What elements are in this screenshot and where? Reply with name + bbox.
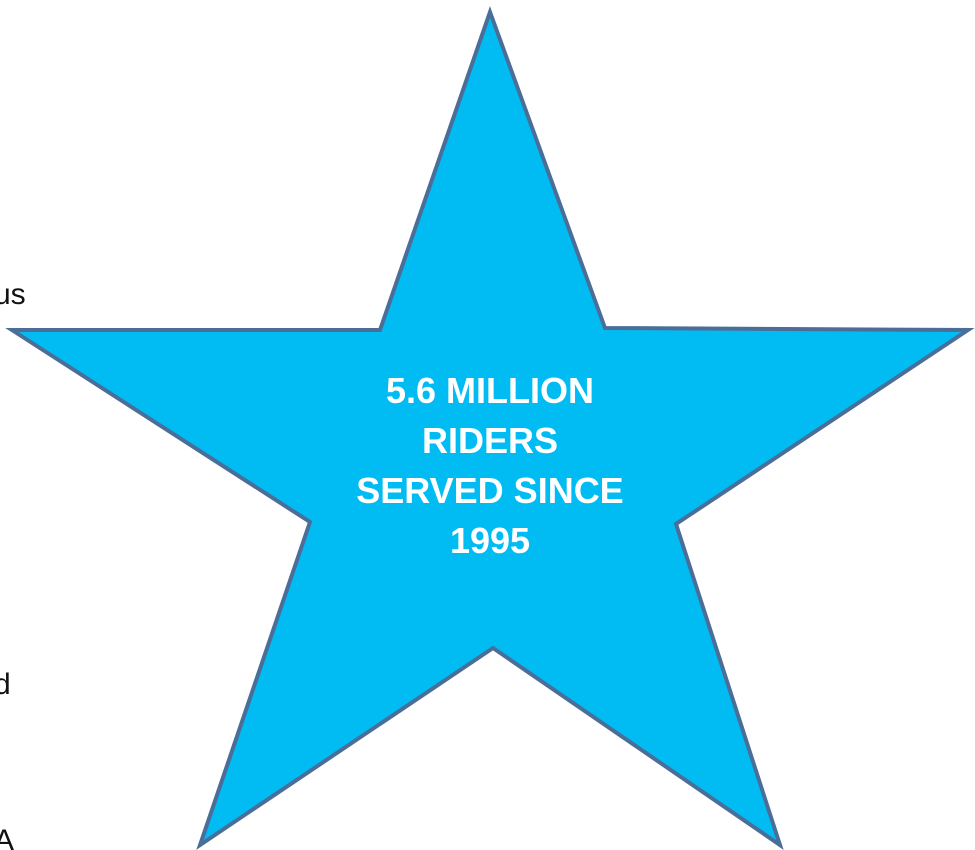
left-text-fragment-d: d bbox=[0, 668, 11, 701]
star-line-3: SERVED SINCE bbox=[356, 470, 624, 511]
left-text-fragment-us: us bbox=[0, 278, 26, 311]
left-text-fragment-comma: , bbox=[0, 644, 2, 674]
star-line-1: 5.6 MILLION bbox=[385, 370, 595, 411]
star-callout-text: 5.6 MILLION RIDERS SERVED SINCE 1995 bbox=[300, 366, 680, 566]
star-icon bbox=[5, 6, 975, 850]
star-line-4: 1995 bbox=[449, 520, 531, 561]
star-line-2: RIDERS bbox=[421, 420, 559, 461]
left-text-fragment-a: A bbox=[0, 824, 15, 850]
